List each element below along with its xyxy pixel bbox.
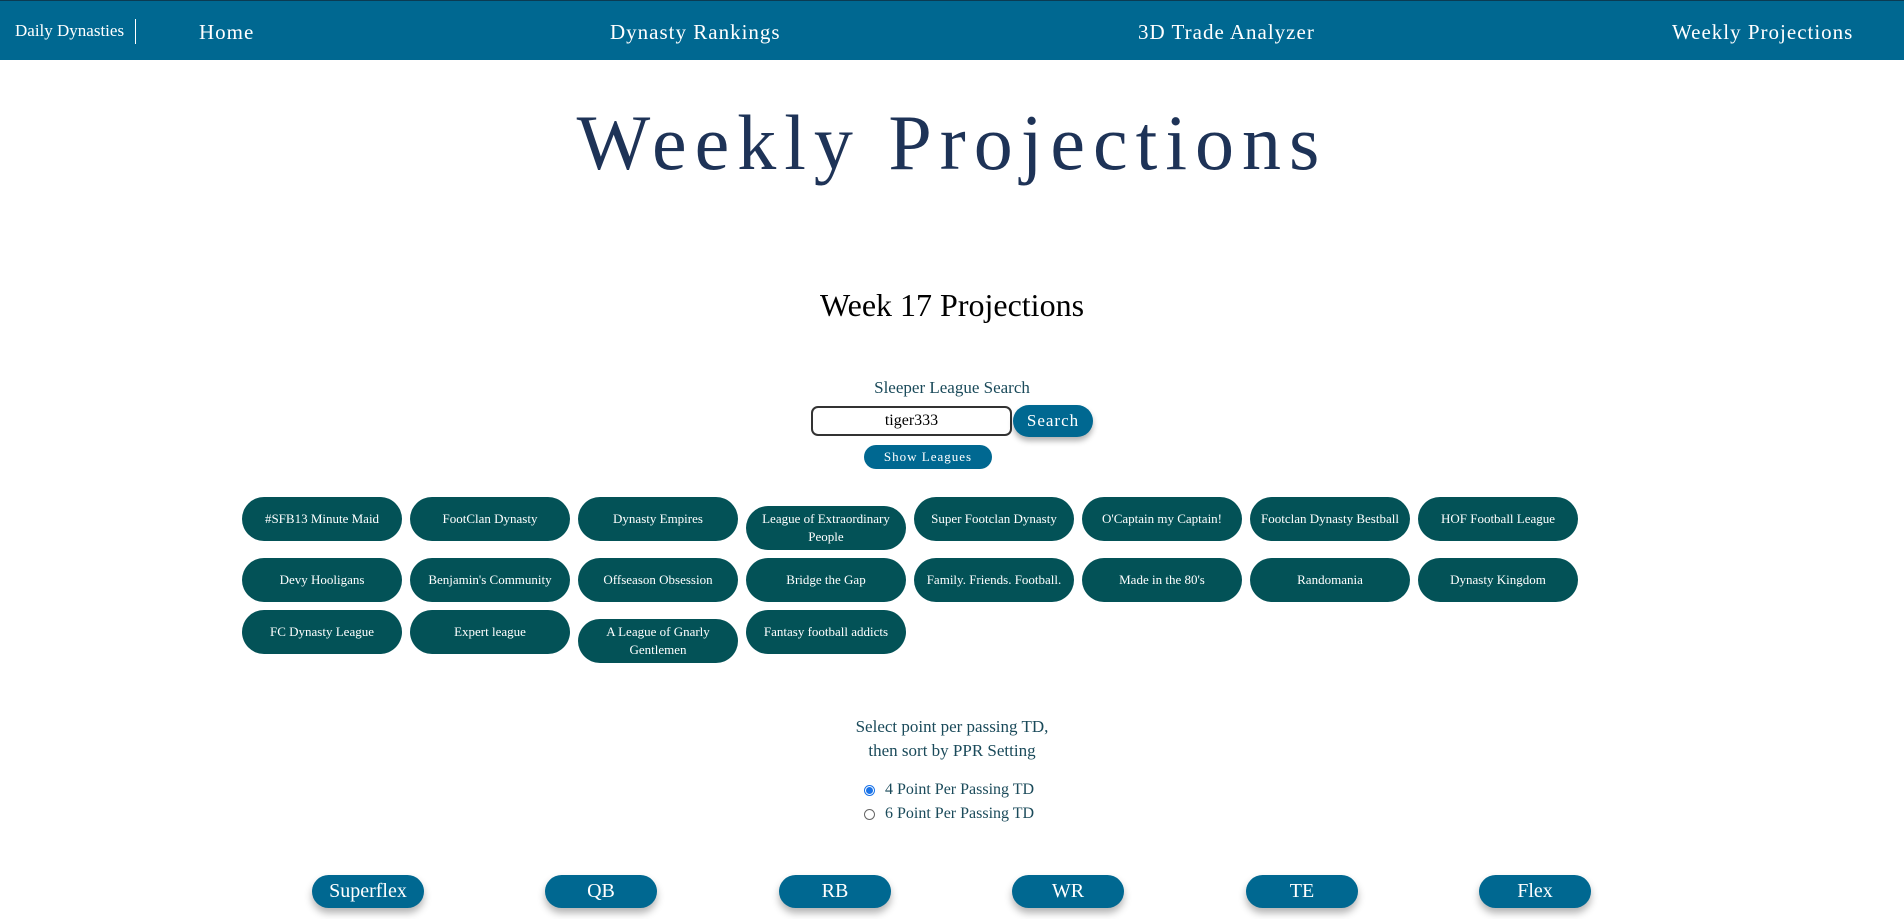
instructions-line-2: then sort by PPR Setting (868, 741, 1036, 760)
position-te-button[interactable]: TE (1246, 875, 1358, 908)
radio-selected-icon[interactable] (864, 784, 875, 796)
league-button[interactable]: Dynasty Kingdom (1418, 558, 1578, 602)
league-button[interactable]: Randomania (1250, 558, 1410, 602)
league-button[interactable]: FC Dynasty League (242, 610, 402, 654)
league-button[interactable]: FootClan Dynasty (410, 497, 570, 541)
radio-unselected-icon[interactable] (864, 808, 875, 820)
position-superflex-button[interactable]: Superflex (312, 875, 424, 908)
league-button[interactable]: Fantasy football addicts (746, 610, 906, 654)
league-button[interactable]: Bridge the Gap (746, 558, 906, 602)
league-button[interactable]: Expert league (410, 610, 570, 654)
position-qb-button[interactable]: QB (545, 875, 657, 908)
league-search-input[interactable] (811, 406, 1012, 436)
radio-label-6pt: 6 Point Per Passing TD (885, 805, 1035, 822)
league-button[interactable]: Benjamin's Community (410, 558, 570, 602)
league-button[interactable]: Family. Friends. Football. (914, 558, 1074, 602)
league-button[interactable]: Made in the 80's (1082, 558, 1242, 602)
nav-divider (135, 19, 136, 44)
league-button[interactable]: O'Captain my Captain! (1082, 497, 1242, 541)
top-navbar: Daily Dynasties Home Dynasty Rankings 3D… (0, 0, 1904, 60)
instructions-line-1: Select point per passing TD, (855, 717, 1049, 736)
radio-6pt[interactable]: 6 Point Per Passing TD (864, 803, 1034, 825)
league-button[interactable]: HOF Football League (1418, 497, 1578, 541)
league-button[interactable]: Offseason Obsession (578, 558, 738, 602)
league-button[interactable]: Devy Hooligans (242, 558, 402, 602)
search-button[interactable]: Search (1013, 405, 1093, 437)
brand-link[interactable]: Daily Dynasties (15, 21, 125, 40)
show-leagues-button[interactable]: Show Leagues (864, 445, 992, 469)
position-wr-button[interactable]: WR (1012, 875, 1124, 908)
nav-trade-analyzer[interactable]: 3D Trade Analyzer (1138, 20, 1315, 44)
page-title: Weekly Projections (576, 99, 1328, 186)
nav-dynasty-rankings[interactable]: Dynasty Rankings (610, 20, 781, 44)
position-rb-button[interactable]: RB (779, 875, 891, 908)
nav-home[interactable]: Home (199, 20, 255, 44)
search-label: Sleeper League Search (874, 378, 1030, 397)
league-button[interactable]: Super Footclan Dynasty (914, 497, 1074, 541)
league-button[interactable]: Dynasty Empires (578, 497, 738, 541)
league-button[interactable]: League of Extraordinary People (746, 506, 906, 550)
nav-weekly-projections[interactable]: Weekly Projections (1672, 20, 1854, 44)
league-button[interactable]: A League of Gnarly Gentlemen (578, 619, 738, 663)
radio-label-4pt: 4 Point Per Passing TD (885, 781, 1035, 798)
week-subtitle: Week 17 Projections (819, 287, 1085, 323)
position-flex-button[interactable]: Flex (1479, 875, 1591, 908)
radio-4pt[interactable]: 4 Point Per Passing TD (864, 779, 1034, 801)
league-button[interactable]: Footclan Dynasty Bestball (1250, 497, 1410, 541)
ppr-instructions: Select point per passing TD, then sort b… (0, 715, 1904, 763)
league-button[interactable]: #SFB13 Minute Maid (242, 497, 402, 541)
